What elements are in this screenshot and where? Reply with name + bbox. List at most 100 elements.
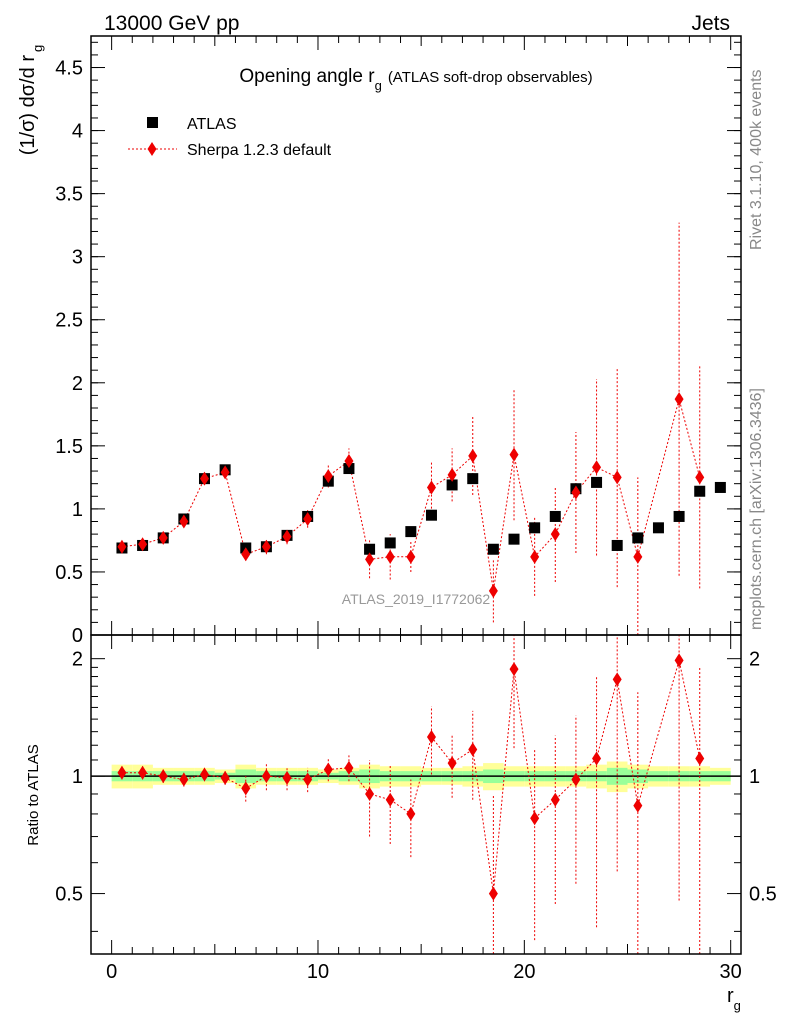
sherpa-point — [447, 467, 457, 482]
ratio-sherpa-point — [179, 772, 189, 787]
main-title-sub: g — [375, 78, 382, 93]
ratio-sherpa-point — [385, 792, 395, 807]
sherpa-point — [406, 549, 416, 564]
ratio-ytick-label-right: 0.5 — [749, 884, 777, 906]
sherpa-point — [695, 470, 705, 485]
sherpa-point — [282, 529, 292, 544]
sherpa-point — [633, 549, 643, 564]
legend-atlas-marker — [147, 117, 158, 128]
ratio-ylabel: Ratio to ATLAS — [25, 744, 42, 845]
main-ytick-label: 2.5 — [55, 310, 83, 332]
sherpa-point — [592, 460, 602, 475]
atlas-point — [591, 476, 603, 488]
main-ytick-label: 1 — [72, 499, 83, 521]
atlas-point — [364, 543, 376, 555]
ratio-xlabel-sub: g — [734, 998, 741, 1013]
ratio-ytick-label-left: 2 — [72, 649, 83, 671]
ratio-sherpa-point — [199, 767, 209, 782]
ratio-ytick-label-right: 2 — [749, 649, 760, 671]
ratio-sherpa-point — [365, 786, 375, 801]
ratio-sherpa-point — [530, 811, 540, 826]
ratio-sherpa-point — [220, 770, 230, 785]
ratio-sherpa-line — [121, 660, 701, 894]
atlas-point — [405, 526, 417, 538]
sherpa-point — [241, 547, 251, 562]
atlas-point — [694, 485, 706, 497]
ratio-xtick-label: 0 — [106, 961, 117, 983]
ratio-sherpa-point — [323, 762, 333, 777]
ratio-xlabel: rg — [727, 985, 741, 1013]
ratio-sherpa-point — [488, 886, 498, 901]
sherpa-point — [550, 527, 560, 542]
atlas-point — [549, 510, 561, 522]
atlas-point — [652, 522, 664, 534]
legend-sherpa-label: Sherpa 1.2.3 default — [187, 142, 332, 159]
main-title: Opening angle rg (ATLAS soft-drop observa… — [239, 66, 592, 93]
ratio-xtick-label: 20 — [513, 961, 535, 983]
sherpa-point — [612, 470, 622, 485]
sherpa-point — [571, 485, 581, 500]
ratio-sherpa-point — [592, 751, 602, 766]
main-ytick-label: 3.5 — [55, 184, 83, 206]
main-ytick-label: 1.5 — [55, 436, 83, 458]
ratio-sherpa-point — [282, 770, 292, 785]
main-ytick-label: 4 — [72, 121, 83, 143]
sherpa-point — [468, 448, 478, 463]
ratio-ytick-label-left: 0.5 — [55, 884, 83, 906]
sherpa-point — [138, 537, 148, 552]
main-ytick-label: 0 — [72, 625, 83, 647]
sherpa-point — [385, 549, 395, 564]
main-ylabel-sub: g — [30, 45, 45, 52]
ratio-sherpa-point — [468, 742, 478, 757]
legend: ATLAS Sherpa 1.2.3 default — [128, 116, 332, 159]
ratio-sherpa-point — [695, 751, 705, 766]
sherpa-point — [261, 539, 271, 554]
ratio-ytick-label-right: 1 — [749, 766, 760, 788]
sherpa-point — [303, 511, 313, 526]
sherpa-point — [426, 480, 436, 495]
main-ytick-label: 0.5 — [55, 562, 83, 584]
ratio-sherpa-point — [158, 769, 168, 784]
header-left: 13000 GeV pp — [104, 12, 239, 35]
main-ylabel-text: (1/σ) dσ/d r — [17, 55, 39, 156]
ratio-xlabel-text: r — [727, 985, 734, 1007]
sherpa-point — [344, 453, 354, 468]
atlas-point — [446, 479, 458, 491]
main-ytick-label: 2 — [72, 373, 83, 395]
ratio-sherpa-point — [426, 729, 436, 744]
atlas-point — [487, 543, 499, 555]
main-title-text: Opening angle r — [239, 66, 375, 87]
ratio-frame — [90, 634, 742, 955]
sherpa-point — [220, 465, 230, 480]
ratio-sherpa-point — [633, 798, 643, 813]
ratio-sherpa-point — [261, 769, 271, 784]
ratio-sherpa-point — [344, 760, 354, 775]
rivet-text: Rivet 3.1.10, 400k events — [748, 69, 765, 250]
ratio-xtick-label: 30 — [720, 961, 742, 983]
atlas-point — [611, 539, 623, 551]
atlas-point — [673, 510, 685, 522]
sherpa-point — [158, 530, 168, 545]
atlas-point — [343, 463, 355, 475]
ratio-ytick-label-left: 1 — [72, 766, 83, 788]
analysis-watermark: ATLAS_2019_I1772062 — [342, 591, 491, 607]
sherpa-point — [323, 469, 333, 484]
sherpa-point — [530, 549, 540, 564]
sherpa-point — [674, 392, 684, 407]
ratio-sherpa-point — [138, 765, 148, 780]
atlas-point — [632, 532, 644, 544]
ratio-xtick-label: 10 — [307, 961, 329, 983]
ratio-sherpa-point — [550, 792, 560, 807]
sherpa-point — [117, 539, 127, 554]
ratio-sherpa-point — [241, 781, 251, 796]
main-ytick-label: 4.5 — [55, 58, 83, 80]
ratio-sherpa-point — [406, 806, 416, 821]
legend-sherpa-marker — [147, 142, 157, 156]
main-title-extra: (ATLAS soft-drop observables) — [388, 69, 593, 86]
sherpa-point — [199, 471, 209, 486]
ratio-sherpa-point — [509, 662, 519, 677]
ratio-sherpa-point — [303, 772, 313, 787]
atlas-point — [467, 473, 479, 485]
atlas-point — [714, 481, 726, 493]
